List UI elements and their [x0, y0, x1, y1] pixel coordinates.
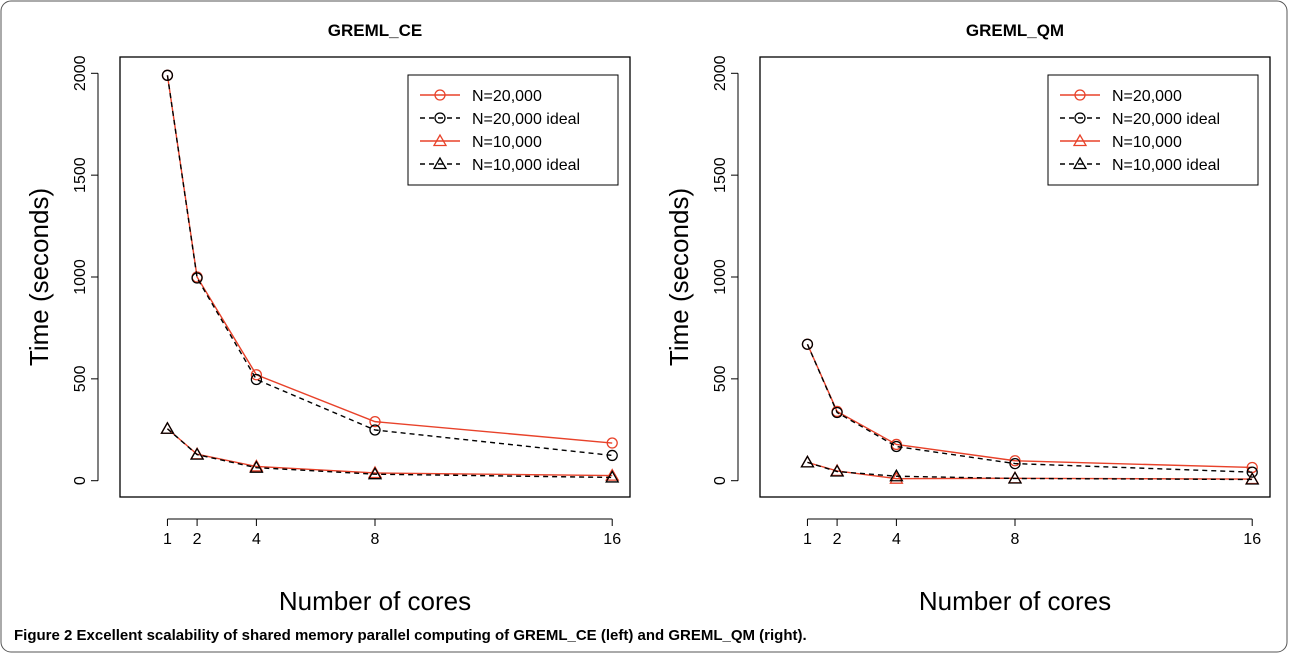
data-point	[801, 338, 814, 350]
y-tick-label: 0	[72, 476, 89, 485]
legend-label: N=20,000 ideal	[1112, 111, 1220, 128]
legend-marker	[1074, 89, 1086, 101]
data-point	[369, 424, 381, 436]
data-point	[1007, 471, 1023, 484]
x-tick-label: 2	[193, 531, 202, 548]
series-line	[166, 428, 613, 477]
legend-marker	[1074, 112, 1086, 124]
plot-frame	[119, 56, 631, 498]
data-point	[829, 464, 845, 477]
data-point	[605, 470, 620, 483]
series-line	[806, 343, 1253, 469]
y-tick-label: 1500	[72, 157, 89, 193]
legend-box	[1047, 74, 1259, 186]
data-point	[1007, 470, 1023, 484]
x-tick-label: 16	[1243, 531, 1261, 548]
data-point	[191, 272, 203, 284]
legend-marker	[434, 89, 446, 101]
data-point	[189, 447, 205, 460]
caption-label: Figure 2	[14, 627, 72, 644]
data-point	[831, 406, 843, 419]
legend-label: N=10,000	[472, 134, 542, 151]
data-point	[606, 437, 618, 449]
y-axis-label: Time (seconds)	[24, 188, 54, 366]
data-point	[249, 460, 264, 473]
chart-title: GREML_QM	[966, 21, 1064, 40]
plot-frame	[759, 56, 1271, 498]
x-tick-label: 4	[252, 531, 261, 548]
data-point	[160, 421, 175, 434]
data-point	[161, 69, 174, 81]
data-point	[606, 449, 618, 462]
x-tick-label: 8	[1011, 531, 1020, 548]
legend-label: N=20,000	[472, 88, 542, 105]
series-line	[807, 461, 1253, 481]
y-axis-label: Time (seconds)	[664, 188, 694, 366]
data-point	[1009, 455, 1021, 467]
y-tick-label: 0	[712, 476, 729, 485]
legend-marker	[434, 112, 446, 124]
y-tick-label: 500	[712, 365, 729, 392]
legend-marker	[1072, 133, 1088, 147]
caption-text: Excellent scalability of shared memory p…	[77, 627, 807, 644]
data-point	[889, 471, 904, 484]
x-axis-label: Number of cores	[279, 586, 471, 616]
legend-marker	[432, 156, 448, 170]
data-point	[800, 455, 815, 468]
legend-marker	[1072, 156, 1088, 170]
x-tick-label: 8	[371, 531, 380, 548]
legend-box	[407, 74, 619, 186]
y-tick-label: 1500	[712, 157, 729, 193]
data-point	[1246, 466, 1258, 478]
legend-marker	[432, 133, 448, 147]
x-tick-label: 2	[833, 531, 842, 548]
data-point	[250, 373, 263, 386]
y-tick-label: 1000	[712, 259, 729, 295]
data-point	[369, 415, 381, 428]
x-tick-label: 16	[603, 531, 621, 548]
data-point	[1245, 472, 1260, 485]
y-tick-label: 2000	[72, 55, 89, 91]
series-line	[806, 343, 1253, 473]
legend-label: N=20,000 ideal	[472, 111, 580, 128]
y-tick-label: 500	[72, 365, 89, 392]
caption: Figure 2 Excellent scalability of shared…	[14, 627, 807, 644]
data-point	[800, 455, 815, 468]
y-tick-label: 1000	[72, 259, 89, 295]
data-point	[1009, 457, 1021, 470]
data-point	[889, 468, 904, 482]
data-point	[890, 440, 903, 453]
y-tick-label: 2000	[712, 55, 729, 91]
data-point	[605, 468, 620, 481]
legend-label: N=10,000 ideal	[472, 157, 580, 174]
legend-label: N=10,000 ideal	[1112, 157, 1220, 174]
x-tick-label: 1	[803, 531, 812, 548]
data-point	[250, 369, 263, 381]
legend-label: N=20,000	[1112, 88, 1182, 105]
x-axis-label: Number of cores	[919, 586, 1111, 616]
data-point	[367, 466, 383, 480]
chart-title: GREML_CE	[328, 21, 422, 40]
x-tick-label: 1	[163, 531, 172, 548]
series-line	[166, 75, 613, 457]
series-line	[166, 428, 613, 479]
x-tick-label: 4	[892, 531, 901, 548]
legend-label: N=10,000	[1112, 134, 1182, 151]
